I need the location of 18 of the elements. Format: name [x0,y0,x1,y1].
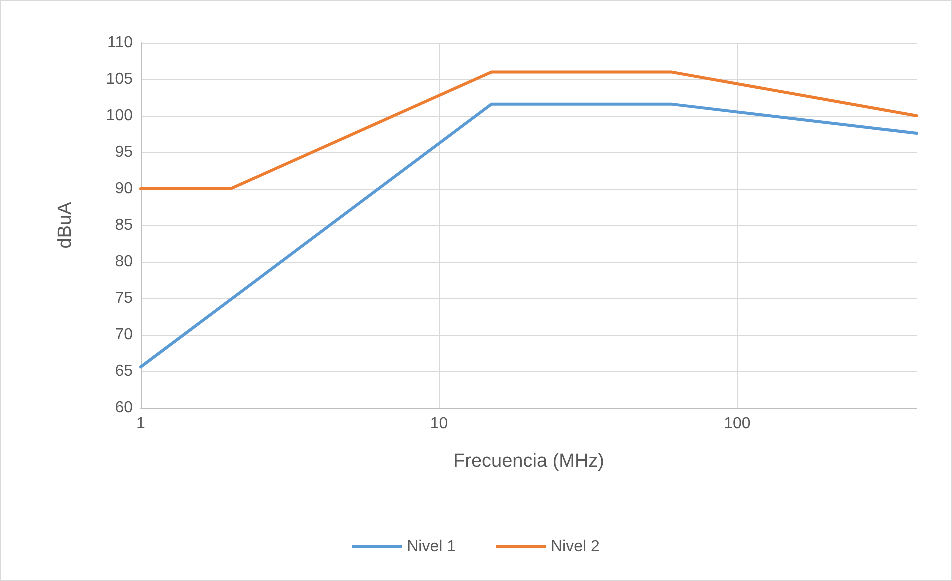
y-tick-label: 95 [115,144,134,161]
y-tick-label: 100 [106,108,134,124]
y-tick-label: 80 [115,254,134,270]
y-tick-label: 70 [115,326,134,344]
x-tick-label: 1 [136,416,146,432]
x-tick-label: 10 [430,416,448,432]
legend-label: Nivel 1 [407,538,456,556]
y-tick-label: 85 [115,217,134,234]
y-tick-label: 110 [107,34,134,52]
y-tick-label: 65 [115,363,134,380]
y-tick-label: 75 [115,290,134,307]
y-tick-label: 90 [115,180,134,198]
y-tick-label: 60 [115,400,134,416]
y-axis-title: dBuA [55,202,76,249]
y-tick-label: 105 [106,71,134,88]
x-tick-label: 100 [724,416,751,432]
x-axis-title: Frecuencia (MHz) [454,451,604,472]
legend-label: Nivel 2 [551,538,600,556]
